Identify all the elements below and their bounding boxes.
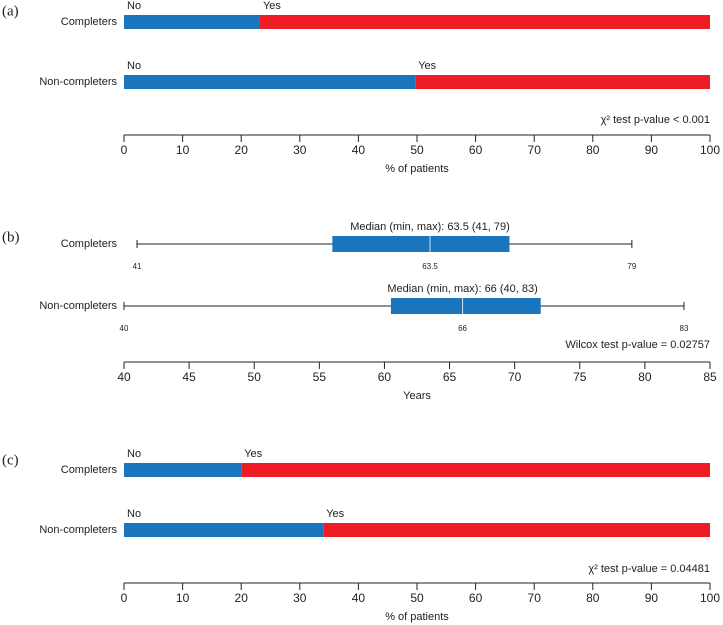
x-tick-label: 70 [528,591,542,605]
x-axis-label: % of patients [385,163,449,175]
bar-segment [241,463,710,477]
x-tick-label: 60 [378,370,392,384]
annotation: χ² test p-value < 0.001 [601,114,710,126]
category-label: Non-completers [39,300,117,312]
x-tick-label: 70 [508,370,522,384]
panel-label: (b) [2,229,20,245]
segment-label: Yes [418,60,436,72]
x-tick-label: 0 [121,143,128,157]
segment-label: Yes [263,0,281,12]
x-tick-label: 10 [176,143,190,157]
median-annotation: Median (min, max): 63.5 (41, 79) [350,221,510,233]
segment-label: No [127,448,141,460]
x-tick-label: 85 [703,370,717,384]
panel-label: (c) [2,452,19,468]
x-tick-label: 100 [700,591,720,605]
value-label: 83 [680,324,689,333]
box [390,298,541,314]
x-tick-label: 20 [235,591,249,605]
x-axis-label: % of patients [385,611,449,623]
x-tick-label: 0 [121,591,128,605]
x-tick-label: 45 [182,370,196,384]
segment-label: Yes [244,448,262,460]
x-tick-label: 80 [638,370,652,384]
bar-segment [124,15,260,29]
x-tick-label: 10 [176,591,190,605]
bar-segment [415,75,710,89]
value-label: 40 [120,324,129,333]
x-tick-label: 20 [235,143,249,157]
x-tick-label: 80 [586,591,600,605]
median-annotation: Median (min, max): 66 (40, 83) [387,283,537,295]
segment-label: Yes [326,508,344,520]
category-label: Completers [61,16,118,28]
x-axis-label: Years [403,390,431,402]
x-tick-label: 40 [352,143,366,157]
x-tick-label: 90 [645,591,659,605]
annotation: Wilcox test p-value = 0.02757 [565,339,710,351]
panel-label: (a) [2,3,19,19]
x-tick-label: 60 [469,591,483,605]
category-label: Completers [61,464,118,476]
category-label: Non-completers [39,76,117,88]
box [332,236,510,252]
x-tick-label: 90 [645,143,659,157]
value-label: 63.5 [422,262,438,271]
x-tick-label: 40 [352,591,366,605]
segment-label: No [127,0,141,12]
x-tick-label: 55 [313,370,327,384]
x-tick-label: 100 [700,143,720,157]
category-label: Non-completers [39,524,117,536]
category-label: Completers [61,238,118,250]
value-label: 41 [133,262,142,271]
x-tick-label: 75 [573,370,587,384]
x-tick-label: 30 [293,143,307,157]
bar-segment [124,523,324,537]
x-tick-label: 80 [586,143,600,157]
x-tick-label: 65 [443,370,457,384]
x-tick-label: 70 [528,143,542,157]
x-tick-label: 40 [117,370,131,384]
x-tick-label: 50 [410,143,424,157]
value-label: 66 [458,324,467,333]
bar-segment [124,75,416,89]
x-tick-label: 30 [293,591,307,605]
bar-segment [124,463,242,477]
annotation: χ² test p-value = 0.04481 [588,563,710,575]
x-tick-label: 60 [469,143,483,157]
bar-segment [259,15,710,29]
value-label: 79 [627,262,636,271]
bar-segment [323,523,710,537]
segment-label: No [127,60,141,72]
x-tick-label: 50 [248,370,262,384]
x-tick-label: 50 [410,591,424,605]
segment-label: No [127,508,141,520]
